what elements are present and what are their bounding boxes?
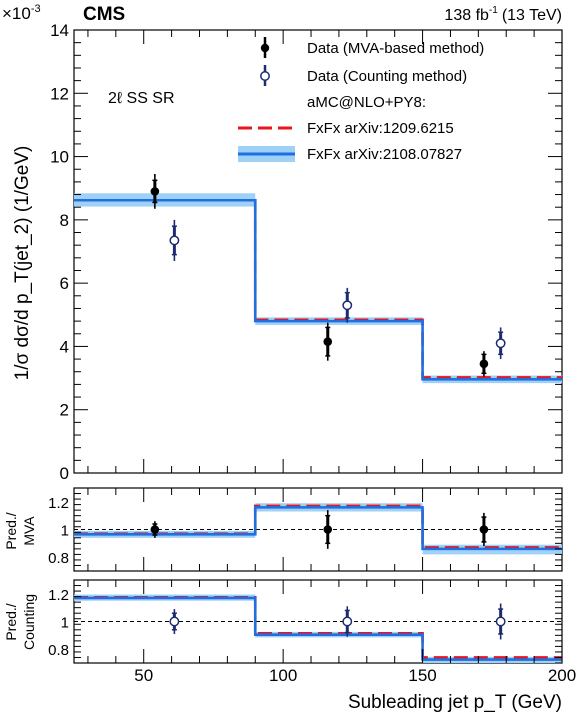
data-point-mva-2 bbox=[479, 351, 489, 377]
legend-entry-data-counting: Data (Counting method) bbox=[260, 65, 467, 86]
ratio-counting-panel: 0.8 1 1.2 50 100 150 200 Pred./ Counting bbox=[3, 579, 576, 685]
filled-marker bbox=[150, 187, 160, 196]
x-tick-label: 100 bbox=[269, 666, 297, 685]
y-tick-label: 10 bbox=[50, 148, 69, 167]
data-point-mva-1 bbox=[323, 322, 333, 361]
y-tick-label: 6 bbox=[60, 274, 69, 293]
series-line-fxfx-2108 bbox=[74, 198, 562, 381]
data-point-mva-0 bbox=[150, 173, 160, 209]
series-line-fxfx-1209 bbox=[74, 504, 562, 549]
open-marker bbox=[169, 235, 180, 246]
ratio-counting-y-label-1: Pred./ bbox=[3, 603, 19, 640]
y-tick-label: 0.8 bbox=[48, 550, 69, 567]
y-tick-label: 2 bbox=[60, 401, 69, 420]
open-marker bbox=[342, 300, 353, 311]
svg-text:FxFx arXiv:1209.6215: FxFx arXiv:1209.6215 bbox=[307, 120, 454, 137]
y-tick-label: 12 bbox=[50, 84, 69, 103]
open-marker bbox=[342, 616, 353, 627]
svg-text:Data (MVA-based method): Data (MVA-based method) bbox=[307, 40, 484, 57]
series-line-fxfx-2108 bbox=[74, 506, 562, 551]
svg-text:FxFx arXiv:2108.07827: FxFx arXiv:2108.07827 bbox=[307, 146, 462, 163]
y-tick-label: 0.8 bbox=[48, 642, 69, 659]
y-tick-label: 1.2 bbox=[48, 587, 69, 604]
data-point-mva-2 bbox=[479, 512, 489, 547]
main-frame bbox=[73, 29, 563, 474]
ratio-counting-y-label-2: Counting bbox=[21, 594, 37, 650]
luminosity-label: 138 fb-1 (13 TeV) bbox=[444, 5, 562, 24]
filled-marker bbox=[479, 525, 489, 534]
main-y-axis-label: 1/σ dσ/d p_T(jet_2) (1/GeV) bbox=[12, 146, 33, 381]
y-tick-label: 0 bbox=[60, 464, 69, 483]
filled-marker bbox=[150, 525, 160, 534]
y-tick-label: 1.2 bbox=[48, 495, 69, 512]
filled-marker bbox=[479, 359, 489, 369]
main-panel: 0 2 4 6 8 10 12 14 2ℓ SS SR 1/σ dσ/d p_T(jet_2)… bbox=[12, 21, 563, 483]
x-axis-label: Subleading jet p_T (GeV) bbox=[348, 692, 562, 713]
legend-entry-fxfx-2108: FxFx arXiv:2108.07827 bbox=[238, 146, 462, 163]
series-line-fxfx-1209 bbox=[74, 595, 562, 659]
y-tick-label: 1 bbox=[61, 615, 69, 632]
data-point-counting-1 bbox=[342, 287, 353, 323]
data-point-mva-1 bbox=[323, 510, 333, 549]
region-label: 2ℓ SS SR bbox=[108, 90, 175, 107]
series-line-fxfx-1209 bbox=[74, 198, 562, 379]
ratio-mva-y-label-1: Pred./ bbox=[3, 512, 19, 549]
legend-generator-label: aMC@NLO+PY8: bbox=[307, 94, 426, 111]
legend-entry-data-mva: Data (MVA-based method) bbox=[260, 37, 484, 58]
y-tick-label: 4 bbox=[60, 337, 69, 356]
experiment-label: CMS bbox=[83, 4, 125, 25]
open-marker bbox=[169, 616, 180, 627]
data-point-counting-2 bbox=[495, 327, 506, 360]
x-tick-label: 200 bbox=[548, 666, 576, 685]
y-scale-exponent: ×10-3 bbox=[2, 3, 41, 23]
x-tick-label: 150 bbox=[408, 666, 436, 685]
filled-marker bbox=[323, 525, 333, 534]
data-point-counting-2 bbox=[495, 603, 506, 640]
open-marker bbox=[495, 616, 506, 627]
y-tick-label: 8 bbox=[60, 211, 69, 230]
legend-entry-fxfx-1209: FxFx arXiv:1209.6215 bbox=[238, 120, 454, 137]
data-point-counting-1 bbox=[342, 606, 353, 637]
data-point-counting-0 bbox=[169, 219, 180, 261]
filled-marker bbox=[323, 337, 333, 346]
open-marker bbox=[495, 338, 506, 349]
x-tick-label: 50 bbox=[134, 666, 153, 685]
y-tick-label: 1 bbox=[61, 523, 69, 540]
series-line-fxfx-2108 bbox=[74, 596, 562, 661]
y-tick-label: 14 bbox=[50, 21, 69, 40]
legend: Data (MVA-based method) Data (Counting m… bbox=[238, 37, 484, 163]
ratio-mva-panel: 0.8 1 1.2 Pred./ MVA bbox=[3, 487, 563, 572]
data-point-mva-0 bbox=[150, 521, 160, 538]
svg-text:Data (Counting method): Data (Counting method) bbox=[307, 68, 467, 85]
ratio-mva-y-label-2: MVA bbox=[21, 516, 37, 546]
data-point-counting-0 bbox=[169, 609, 180, 634]
